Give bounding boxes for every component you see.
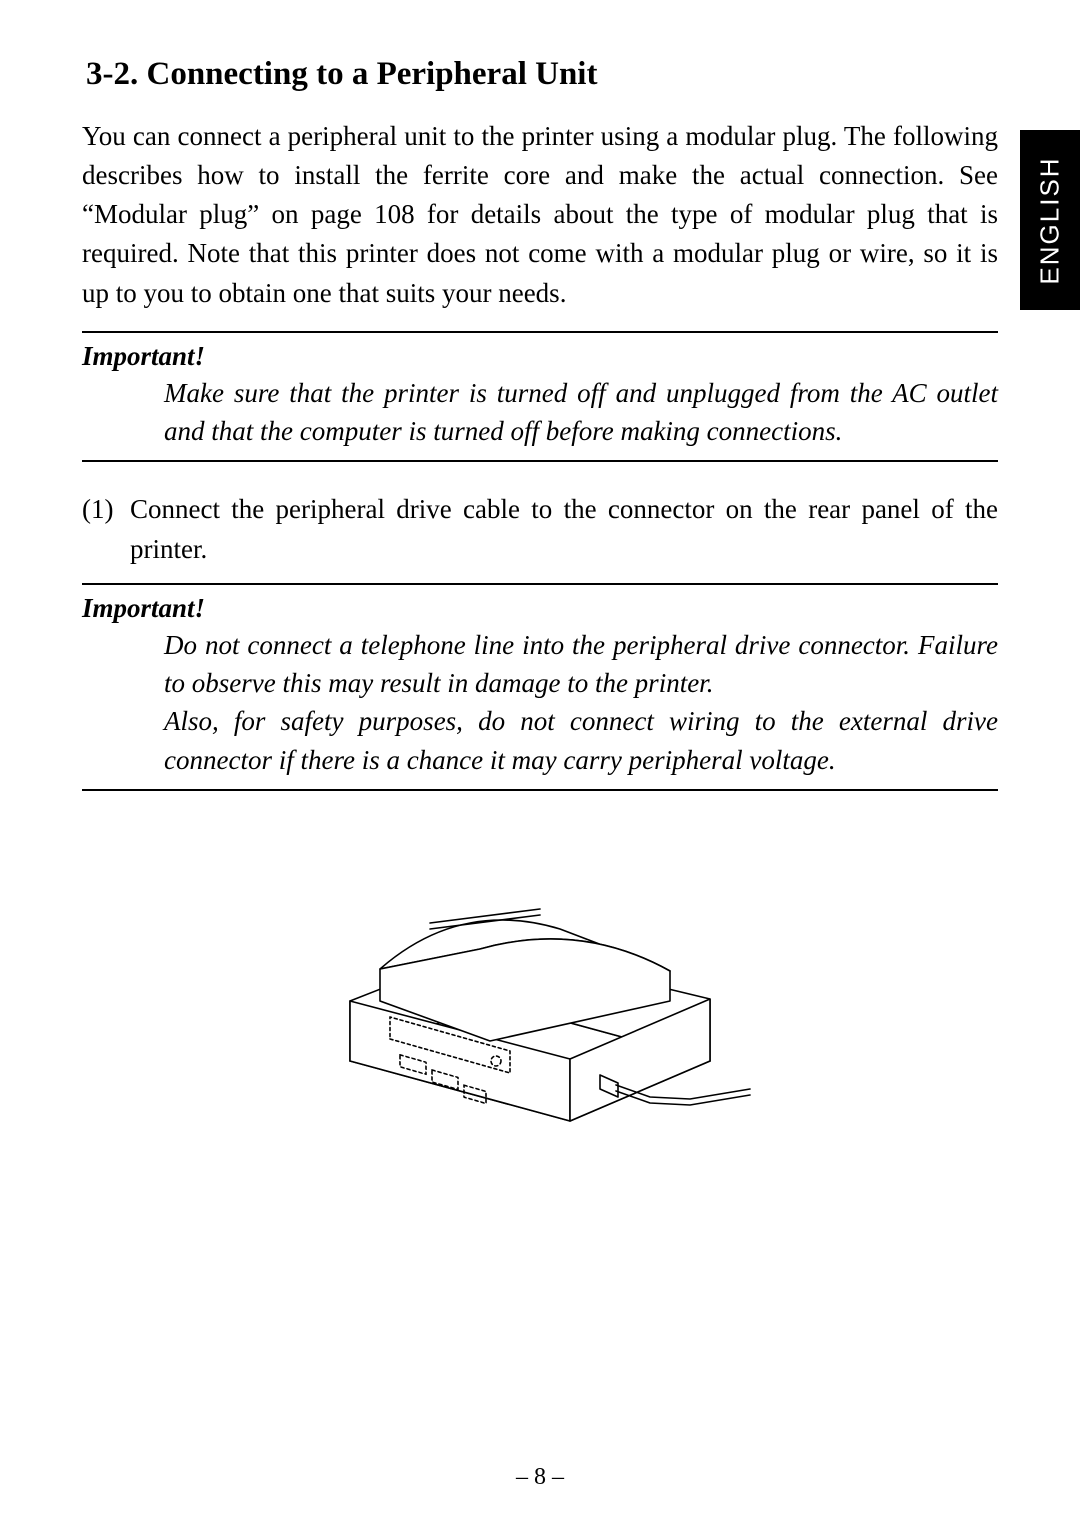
language-tab-label: ENGLISH xyxy=(1035,156,1066,284)
note-label: Important! xyxy=(82,593,998,624)
printer-icon xyxy=(310,851,770,1151)
note-body: Do not connect a telephone line into the… xyxy=(82,626,998,779)
note-label: Important! xyxy=(82,341,998,372)
note-body: Make sure that the printer is turned off… xyxy=(82,374,998,451)
section-heading: 3-2. Connecting to a Peripheral Unit xyxy=(82,56,998,93)
language-tab: ENGLISH xyxy=(1020,130,1080,310)
important-note-1: Important! Make sure that the printer is… xyxy=(82,331,998,463)
step-text: Connect the peripheral drive cable to th… xyxy=(130,490,998,568)
step-item: (1) Connect the peripheral drive cable t… xyxy=(82,490,998,568)
important-note-2: Important! Do not connect a telephone li… xyxy=(82,583,998,791)
step-number: (1) xyxy=(82,490,130,568)
printer-figure xyxy=(82,851,998,1151)
intro-paragraph: You can connect a peripheral unit to the… xyxy=(82,117,998,313)
document-page: ENGLISH 3-2. Connecting to a Peripheral … xyxy=(0,0,1080,1529)
page-number: – 8 – xyxy=(0,1464,1080,1491)
